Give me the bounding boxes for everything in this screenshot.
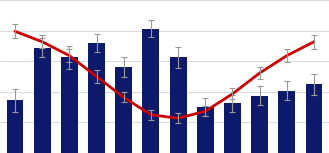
Bar bbox=[306, 84, 322, 153]
Bar bbox=[197, 107, 214, 153]
Bar bbox=[88, 43, 105, 153]
Bar bbox=[224, 103, 241, 153]
Bar bbox=[115, 67, 132, 153]
Bar bbox=[251, 96, 268, 153]
Bar bbox=[278, 91, 295, 153]
Bar bbox=[170, 57, 187, 153]
Bar bbox=[7, 100, 23, 153]
Bar bbox=[61, 57, 78, 153]
Bar bbox=[34, 48, 51, 153]
Bar bbox=[142, 29, 159, 153]
